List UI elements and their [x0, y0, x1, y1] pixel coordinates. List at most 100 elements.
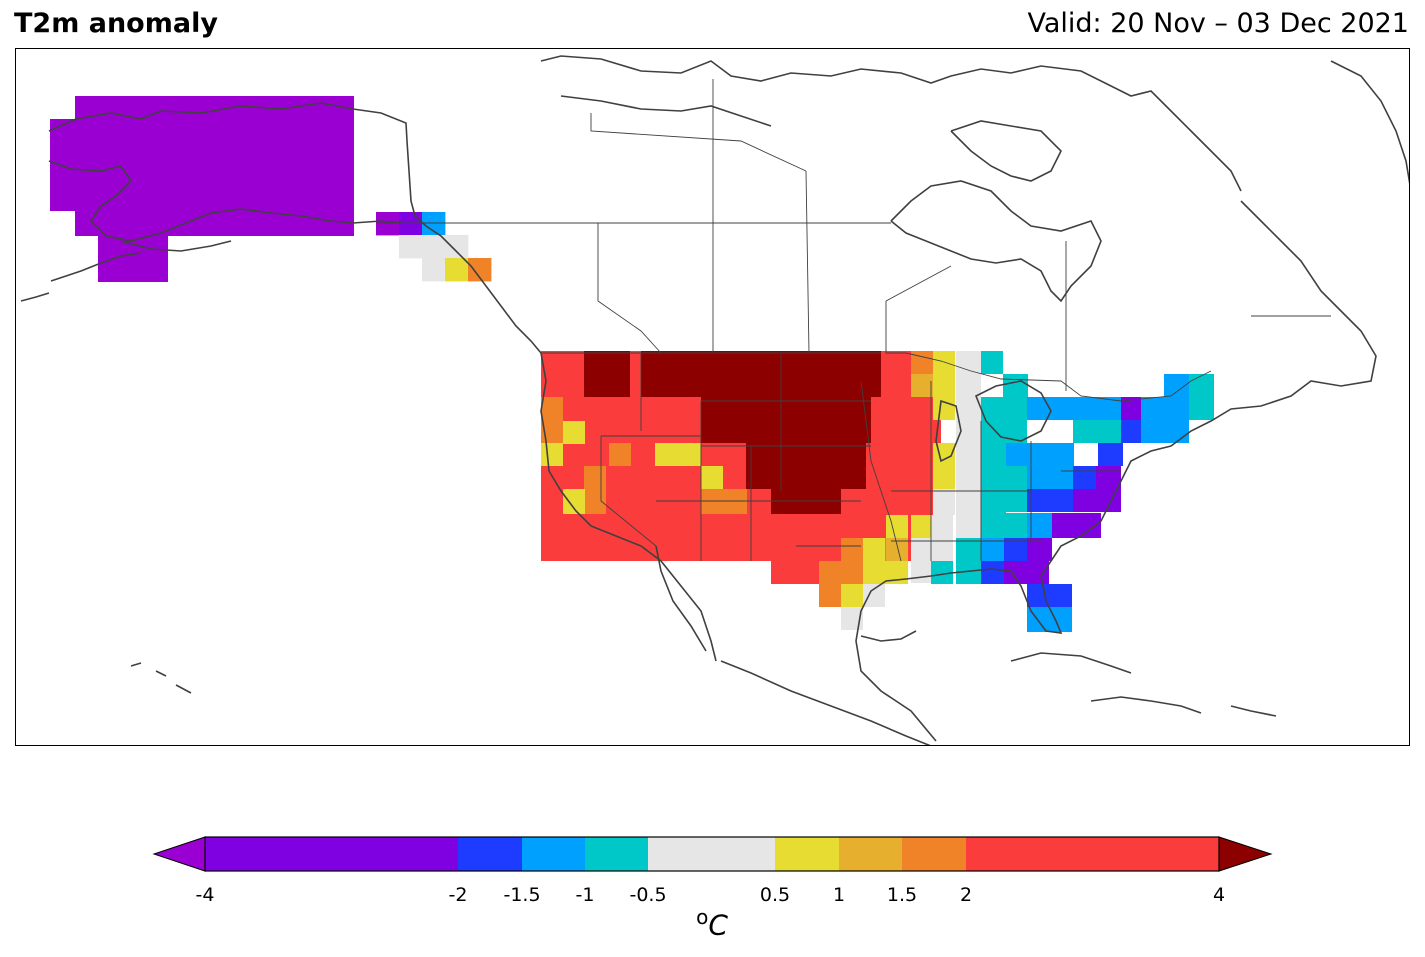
colorbar-min-extension	[152, 836, 206, 872]
us-anomaly-cell	[1141, 397, 1166, 420]
us-anomaly-cell	[911, 515, 933, 538]
bc-cell	[445, 235, 469, 259]
us-anomaly-cell	[933, 489, 955, 515]
us-anomaly-cell	[863, 561, 908, 584]
colorbar-segment	[585, 837, 648, 871]
us-anomaly-cell	[541, 397, 563, 443]
us-anomaly-cell	[1027, 607, 1072, 632]
us-anomaly-cell	[655, 443, 701, 466]
hudson-bay	[890, 180, 1102, 303]
west-coast	[540, 352, 717, 662]
colorbar-tick-label: -2	[448, 884, 468, 906]
us-anomaly-cell	[1073, 420, 1121, 443]
us-anomaly-cell	[584, 351, 630, 397]
us-anomaly-cell	[641, 351, 881, 397]
us-anomaly-cell	[746, 443, 866, 489]
colorbar	[152, 836, 1273, 872]
us-anomaly-cell	[656, 538, 796, 561]
colorbar-tick-label: -1	[575, 884, 595, 906]
us-anomaly-cell	[584, 514, 704, 538]
bc-cell	[399, 235, 423, 259]
map-title: T2m anomaly	[14, 8, 218, 39]
colorbar-segment	[966, 837, 1219, 871]
us-anomaly-cell	[886, 515, 908, 538]
colorbar-segment	[522, 837, 585, 871]
us-anomaly-cell	[1189, 374, 1214, 420]
us-anomaly-cell	[886, 538, 908, 561]
arctic-coastline	[540, 55, 1242, 192]
bc-cell	[376, 212, 400, 236]
us-anomaly-cell	[1027, 538, 1052, 561]
colorbar-tick-label: -1.5	[503, 884, 541, 906]
map-canvas	[20, 55, 1409, 745]
us-anomaly-cell	[911, 351, 933, 374]
bc-cell	[399, 212, 423, 236]
us-anomaly-cell	[609, 443, 631, 466]
us-anomaly-cell	[1073, 489, 1098, 512]
colorbar-segment	[775, 837, 839, 871]
us-anomaly-cell	[863, 538, 885, 561]
colorbar-segment	[458, 837, 522, 871]
east-coast	[855, 200, 1377, 742]
us-anomaly-cell	[841, 607, 863, 630]
alaska-region	[50, 119, 76, 211]
bc-cell	[422, 258, 446, 282]
colorbar-tick-label: 1.5	[886, 884, 918, 906]
alaska-region	[98, 236, 168, 282]
valid-period: Valid: 20 Nov – 03 Dec 2021	[1027, 8, 1409, 39]
us-anomaly-cell	[1027, 466, 1073, 489]
us-anomaly-cell	[981, 443, 1006, 513]
us-anomaly-cell	[1003, 374, 1028, 397]
colorbar-tick-label: 2	[959, 884, 973, 906]
bc-cell	[422, 235, 446, 259]
us-anomaly-cell	[1166, 397, 1189, 420]
us-anomaly-cell	[701, 397, 871, 443]
colorbar-segment	[648, 837, 775, 871]
great-lakes	[974, 380, 1052, 442]
us-anomaly-cell	[911, 374, 933, 397]
us-anomaly-cell	[931, 561, 953, 584]
us-anomaly-cell	[911, 538, 933, 583]
us-anomaly-cell	[701, 466, 723, 489]
coastlines	[20, 55, 1409, 745]
us-anomaly-cell	[841, 584, 863, 607]
caribbean-islands	[1010, 652, 1132, 674]
us-anomaly-cell	[1004, 443, 1074, 466]
us-anomaly-cell	[584, 466, 606, 514]
us-anomaly-cell	[1073, 466, 1098, 489]
colorbar-tick-label: 0.5	[759, 884, 791, 906]
us-anomaly-cell	[771, 489, 841, 514]
us-anomaly-cell	[1004, 466, 1029, 512]
unit-label: oC	[696, 905, 728, 942]
bc-cell	[468, 258, 492, 282]
alaska-region	[75, 96, 354, 236]
us-anomaly-cell	[819, 561, 864, 584]
colorbar-tick-label: 1	[832, 884, 846, 906]
us-anomaly-cell	[563, 421, 585, 444]
us-anomaly-cell	[933, 397, 955, 420]
us-anomaly-cell	[1004, 538, 1029, 561]
anomaly-map	[15, 48, 1410, 746]
us-anomaly-cell	[541, 443, 563, 466]
colorbar-segment	[205, 837, 458, 871]
hawaii	[130, 662, 192, 694]
us-anomaly-cell	[981, 561, 1006, 584]
us-anomaly-cell	[1141, 420, 1189, 443]
colorbar-max-extension	[1218, 836, 1273, 872]
us-anomaly-cell	[933, 351, 955, 397]
us-anomaly-cell	[1098, 443, 1123, 466]
alaska-coastline	[48, 102, 542, 354]
us-anomaly-cell	[1073, 397, 1123, 420]
colorbar-tick-label: -4	[195, 884, 215, 906]
us-anomaly-cell	[1164, 374, 1189, 397]
us-anomaly-cell	[863, 584, 885, 607]
us-anomaly-cell	[1051, 513, 1101, 538]
us-anomaly-cell	[1027, 489, 1073, 512]
colorbar-segment	[902, 837, 966, 871]
us-anomaly-cell	[981, 397, 1027, 443]
us-anomaly-cell	[933, 443, 955, 489]
us-anomaly-cell	[1121, 397, 1141, 420]
colorbar-outline	[204, 836, 1220, 872]
us-anomaly-cell	[956, 351, 981, 561]
colorbar-segment	[839, 837, 902, 871]
